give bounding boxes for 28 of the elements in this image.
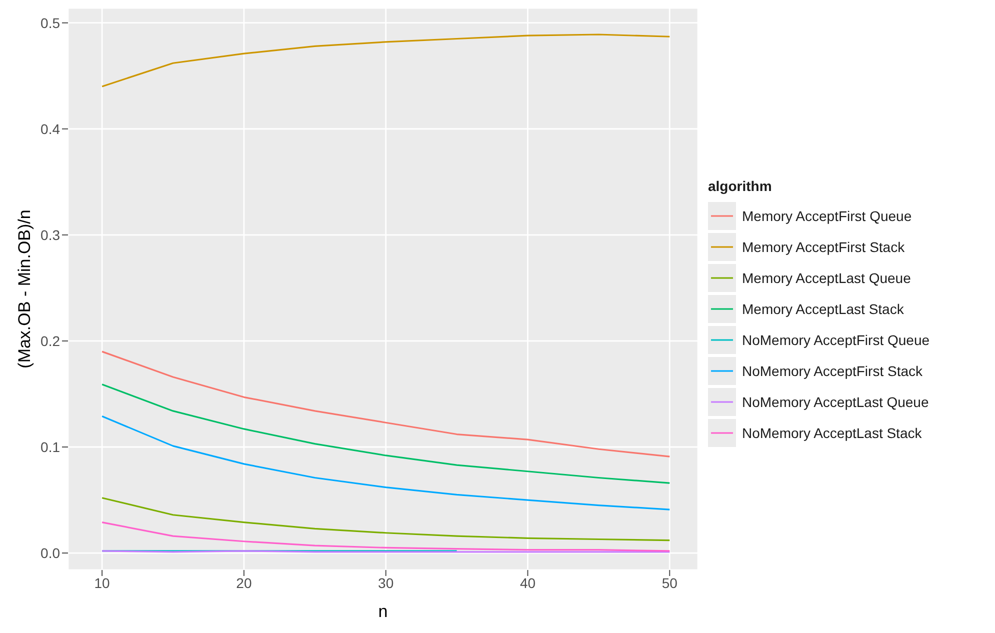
legend-label: NoMemory AcceptLast Queue <box>742 394 929 410</box>
legend-label: Memory AcceptFirst Queue <box>742 208 912 224</box>
legend-label: NoMemory AcceptLast Stack <box>742 424 922 440</box>
x-tick-label: 40 <box>520 574 536 591</box>
legend-label: Memory AcceptFirst Stack <box>742 238 905 254</box>
x-tick-label: 20 <box>236 574 252 591</box>
x-tick-label: 50 <box>662 574 678 591</box>
line-series <box>101 384 670 484</box>
y-tick-label: 0.5 <box>40 14 60 31</box>
legend-title: algorithm <box>708 178 773 194</box>
y-tick-label: 0.3 <box>40 226 60 243</box>
y-tick-label: 0.1 <box>40 438 60 455</box>
x-tick-label: 10 <box>94 574 110 591</box>
line-series <box>101 34 670 88</box>
y-tick-label: 0.0 <box>40 545 60 562</box>
line-series <box>101 521 670 552</box>
y-tick-label: 0.2 <box>40 332 60 349</box>
legend-label: NoMemory AcceptFirst Stack <box>742 362 922 378</box>
legend-label: NoMemory AcceptFirst Queue <box>742 332 930 348</box>
y-axis-title: (Max.OB - Min.OB)/n <box>15 210 34 368</box>
x-axis-title: n <box>378 602 388 621</box>
line-series <box>101 415 670 510</box>
x-tick-label: 30 <box>378 574 394 591</box>
legend-label: Memory AcceptLast Stack <box>742 300 904 316</box>
y-tick-label: 0.4 <box>40 120 60 137</box>
line-series <box>101 497 670 542</box>
line-series <box>101 350 670 458</box>
legend-label: Memory AcceptLast Queue <box>742 270 911 286</box>
